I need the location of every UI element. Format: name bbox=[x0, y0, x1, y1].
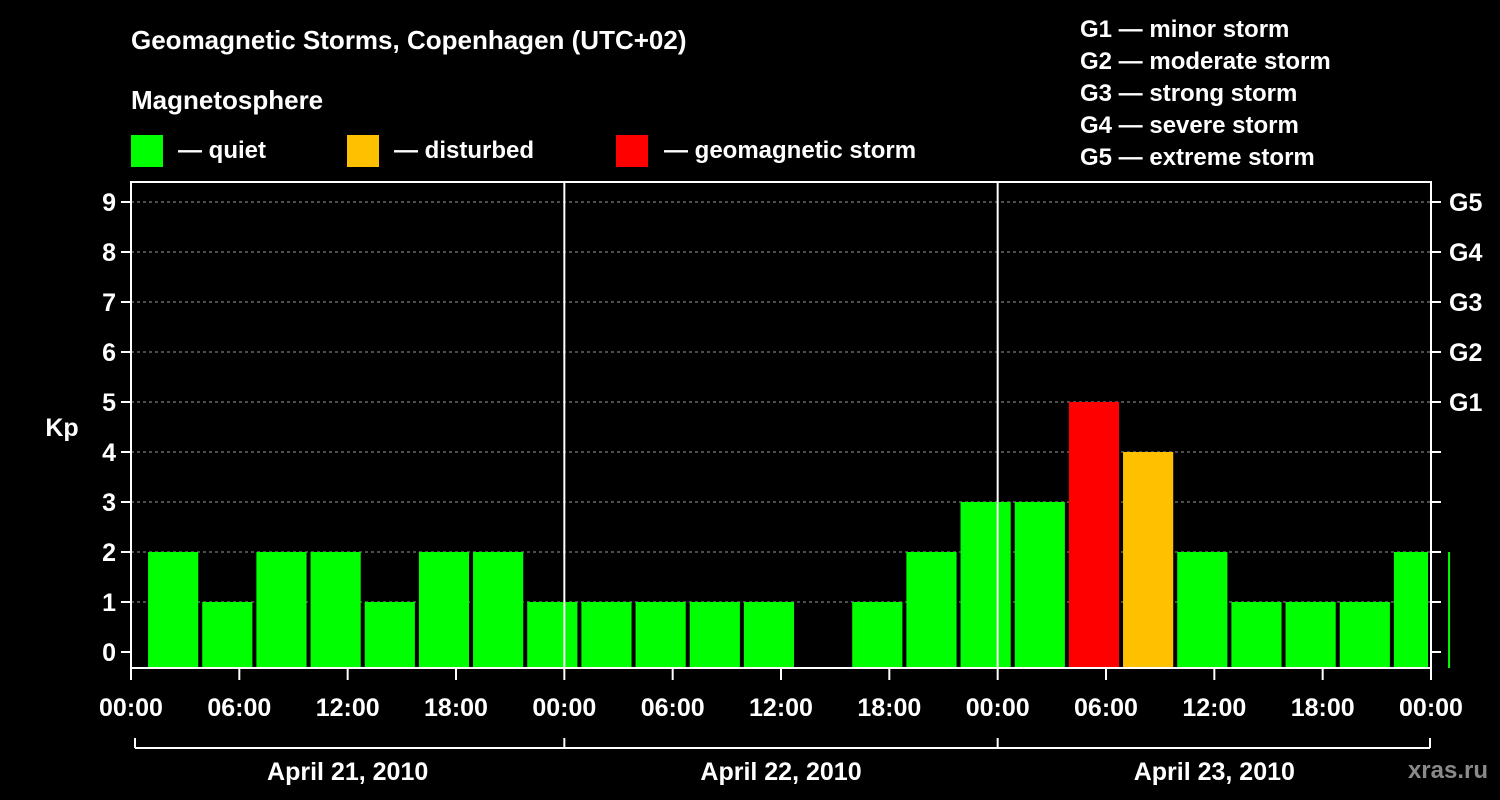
kp-bar bbox=[256, 552, 307, 668]
kp-bar bbox=[527, 602, 578, 668]
gridlines bbox=[131, 201, 1431, 603]
kp-bar bbox=[364, 602, 415, 668]
storm-level-label: G5 bbox=[1449, 189, 1482, 217]
y-tick-label: 4 bbox=[102, 439, 116, 467]
axes: 0 1 2 3 4 5 6 7 8 9 G1 G2 G3 G4 G5 00:00 06:00 12:00 18:00… bbox=[99, 181, 1482, 786]
y-tick-label: 7 bbox=[102, 289, 116, 317]
x-tick-label: 18:00 bbox=[424, 694, 488, 722]
y-axis-label: Kp bbox=[45, 414, 78, 442]
legend-label-disturbed: — disturbed bbox=[394, 137, 534, 164]
y-tick-label: 8 bbox=[102, 239, 116, 267]
kp-bar bbox=[1448, 552, 1451, 668]
x-tick-label: 00:00 bbox=[966, 694, 1030, 722]
storm-level-label: G2 bbox=[1449, 339, 1482, 367]
kp-bar bbox=[1014, 502, 1065, 668]
kp-bar bbox=[418, 552, 470, 668]
legend: — quiet — disturbed — geomagnetic storm bbox=[131, 135, 916, 167]
kp-bar bbox=[960, 502, 1011, 668]
x-tick-label: 06:00 bbox=[641, 694, 705, 722]
storm-scale-g5: G5 — extreme storm bbox=[1080, 144, 1315, 171]
x-tick-label: 18:00 bbox=[857, 694, 921, 722]
kp-bar bbox=[202, 602, 253, 668]
storm-level-label: G4 bbox=[1449, 239, 1482, 267]
kp-bar bbox=[473, 552, 524, 668]
legend-label-storm: — geomagnetic storm bbox=[664, 137, 916, 164]
kp-bar bbox=[635, 602, 686, 668]
chart-title: Geomagnetic Storms, Copenhagen (UTC+02) bbox=[131, 25, 686, 55]
watermark: xras.ru bbox=[1408, 757, 1488, 784]
x-tick-label: 06:00 bbox=[207, 694, 271, 722]
x-tick-label: 00:00 bbox=[532, 694, 596, 722]
magnetosphere-label: Magnetosphere bbox=[131, 85, 323, 115]
date-label: April 22, 2010 bbox=[700, 758, 861, 786]
legend-label-quiet: — quiet bbox=[178, 137, 266, 164]
y-tick-label: 3 bbox=[102, 489, 116, 517]
x-tick-label: 12:00 bbox=[1182, 694, 1246, 722]
y-tick-label: 9 bbox=[102, 189, 116, 217]
bars bbox=[148, 402, 1451, 668]
storm-scale-g3: G3 — strong storm bbox=[1080, 80, 1297, 107]
date-label: April 21, 2010 bbox=[267, 758, 428, 786]
y-tick-label: 6 bbox=[102, 339, 116, 367]
kp-bar bbox=[852, 602, 903, 668]
x-tick-label: 06:00 bbox=[1074, 694, 1138, 722]
kp-bar bbox=[1393, 552, 1428, 668]
legend-swatch-disturbed bbox=[347, 135, 379, 167]
kp-bar bbox=[743, 602, 795, 668]
kp-bar bbox=[689, 602, 740, 668]
storm-scale-list: G1 — minor storm G2 — moderate storm G3 … bbox=[1080, 16, 1331, 171]
legend-swatch-storm bbox=[616, 135, 648, 167]
storm-scale-g2: G2 — moderate storm bbox=[1080, 48, 1331, 75]
x-tick-label: 00:00 bbox=[1399, 694, 1463, 722]
legend-swatch-quiet bbox=[131, 135, 163, 167]
kp-bar bbox=[310, 552, 361, 668]
y-tick-label: 5 bbox=[102, 389, 116, 417]
kp-bar bbox=[1068, 402, 1120, 668]
kp-bar bbox=[1123, 452, 1174, 668]
x-tick-label: 12:00 bbox=[316, 694, 380, 722]
y-tick-label: 1 bbox=[102, 589, 116, 617]
date-label: April 23, 2010 bbox=[1134, 758, 1295, 786]
x-tick-label: 00:00 bbox=[99, 694, 163, 722]
kp-bar bbox=[1231, 602, 1282, 668]
kp-bar bbox=[1339, 602, 1390, 668]
kp-bar bbox=[1285, 602, 1336, 668]
kp-bar bbox=[581, 602, 632, 668]
kp-bar bbox=[1177, 552, 1228, 668]
storm-level-label: G3 bbox=[1449, 289, 1482, 317]
y-tick-label: 0 bbox=[102, 639, 116, 667]
storm-scale-g4: G4 — severe storm bbox=[1080, 112, 1299, 139]
storm-scale-g1: G1 — minor storm bbox=[1080, 16, 1289, 43]
kp-bar bbox=[148, 552, 199, 668]
x-tick-label: 12:00 bbox=[749, 694, 813, 722]
kp-bar bbox=[906, 552, 957, 668]
storm-level-label: G1 bbox=[1449, 389, 1482, 417]
y-tick-label: 2 bbox=[102, 539, 116, 567]
x-tick-label: 18:00 bbox=[1291, 694, 1355, 722]
